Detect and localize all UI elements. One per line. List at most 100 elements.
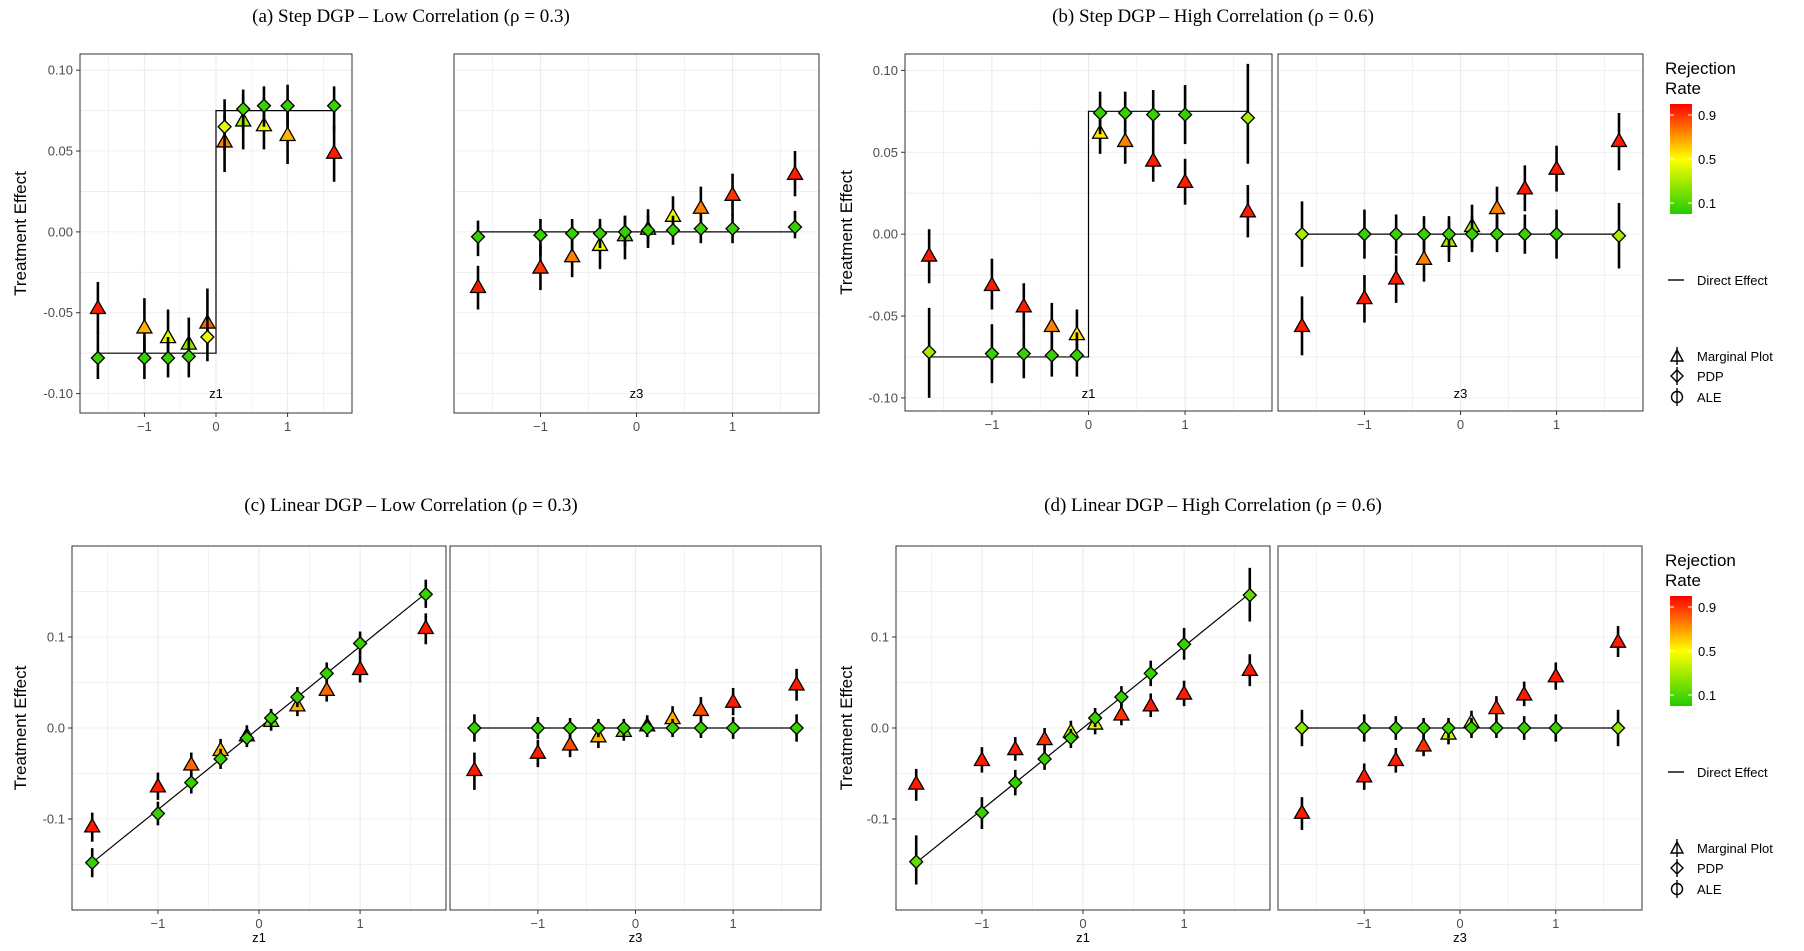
marginal-plot-point bbox=[1043, 317, 1061, 333]
legend-shape-label: ALE bbox=[1697, 390, 1722, 405]
y-tick-label: 0.0 bbox=[47, 721, 65, 736]
x-axis-label: z3 bbox=[1454, 386, 1468, 401]
pdp-point bbox=[1044, 347, 1060, 363]
chart-title: (c) Linear DGP – Low Correlation (ρ = 0.… bbox=[244, 495, 577, 516]
pdp-point bbox=[466, 720, 482, 736]
facet-z3: −1 0 1 z3 bbox=[1277, 53, 1644, 432]
marginal-plot-point bbox=[1414, 736, 1433, 752]
pdp-point bbox=[1548, 720, 1564, 736]
pdp-point bbox=[263, 710, 279, 726]
marginal-plot-point bbox=[786, 164, 804, 180]
y-tick-label: 0.00 bbox=[48, 224, 73, 239]
pdp-point bbox=[564, 226, 580, 241]
pdp-point bbox=[280, 98, 295, 114]
pdp-point bbox=[693, 720, 709, 736]
pdp-point bbox=[256, 98, 272, 114]
pdp-point bbox=[1464, 226, 1480, 242]
x-tick-label: 1 bbox=[284, 419, 291, 434]
pdp-point bbox=[90, 350, 106, 366]
x-tick-label: 1 bbox=[356, 916, 363, 931]
legend-0: Rejection Rate 0.9 0.5 0.1 Direct Effect Margi… bbox=[1665, 59, 1773, 406]
pdp-point bbox=[1092, 105, 1108, 121]
pdp-point bbox=[1294, 720, 1310, 736]
pdp-point bbox=[562, 720, 578, 736]
pdp-point bbox=[590, 720, 606, 736]
pdp-point bbox=[319, 665, 335, 681]
pdp-point bbox=[725, 720, 741, 736]
pdp-point bbox=[289, 689, 305, 705]
legend-triangle-icon bbox=[1669, 348, 1685, 362]
marginal-plot-point bbox=[1387, 269, 1405, 285]
legend-title-line: Rejection bbox=[1665, 551, 1736, 570]
x-tick-label: 0 bbox=[633, 419, 640, 434]
pdp-point bbox=[199, 329, 215, 345]
facet-z3: −1 0 1 z3 bbox=[453, 53, 820, 434]
chart-title: (a) Step DGP – Low Correlation (ρ = 0.3) bbox=[252, 6, 570, 27]
pdp-point bbox=[665, 222, 681, 238]
legend-triangle-icon bbox=[1669, 840, 1685, 854]
pdp-point bbox=[183, 775, 199, 791]
pdp-point bbox=[1441, 226, 1457, 242]
legend-circle-icon bbox=[1670, 390, 1684, 404]
x-axis-label: z1 bbox=[209, 386, 223, 401]
direct-effect-line bbox=[97, 109, 335, 354]
legend-title: Rejection Rate bbox=[1665, 59, 1736, 98]
marginal-plot-point bbox=[1293, 803, 1311, 819]
marginal-plot-point bbox=[469, 278, 487, 294]
y-tick-label: 0.05 bbox=[873, 145, 898, 160]
marginal-plot-point bbox=[920, 246, 938, 262]
legend-diamond-icon bbox=[1670, 369, 1684, 383]
legend-circle-icon bbox=[1670, 882, 1684, 896]
pdp-point bbox=[1489, 226, 1505, 242]
legend-title-line: Rejection bbox=[1665, 59, 1736, 78]
x-tick-label: −1 bbox=[985, 417, 1000, 432]
pdp-point bbox=[1517, 226, 1533, 242]
pdp-point bbox=[908, 854, 924, 870]
x-axis-label: z3 bbox=[1453, 930, 1467, 945]
marginal-plot-point bbox=[1415, 249, 1433, 265]
pdp-point bbox=[160, 350, 176, 366]
pdp-point bbox=[1176, 636, 1192, 652]
x-tick-label: 1 bbox=[1553, 417, 1560, 432]
pdp-point bbox=[326, 98, 342, 114]
x-tick-label: 0 bbox=[1085, 417, 1092, 432]
marginal-plot-point bbox=[1355, 289, 1374, 305]
facet-z1: −1 0 1 z1 -0.10 -0.05 0.00 0.05 0.10 bbox=[868, 53, 1273, 432]
pdp-point bbox=[352, 635, 368, 651]
pdp-point bbox=[1143, 665, 1159, 681]
x-tick-label: 0 bbox=[632, 916, 639, 931]
pdp-point bbox=[974, 805, 990, 821]
pdp-point bbox=[213, 751, 229, 767]
chart-2: (c) Linear DGP – Low Correlation (ρ = 0.… bbox=[11, 495, 822, 945]
facet-z1: −1 0 1 z1 -0.1 0.0 0.1 bbox=[867, 545, 1271, 945]
legend-title-line: Rate bbox=[1665, 79, 1701, 98]
legend-shape-label: PDP bbox=[1697, 369, 1724, 384]
pdp-point bbox=[1611, 228, 1627, 244]
marginal-plot-point bbox=[531, 258, 550, 274]
marginal-plot-point bbox=[1116, 131, 1134, 148]
y-tick-label: -0.1 bbox=[867, 812, 889, 827]
marginal-plot-point bbox=[149, 777, 167, 793]
pdp-point bbox=[1610, 720, 1626, 736]
marginal-plot-point bbox=[1488, 199, 1506, 215]
pdp-point bbox=[217, 119, 233, 135]
marginal-plot-point bbox=[83, 817, 101, 833]
marginal-plot-point bbox=[1516, 179, 1534, 195]
legend-1: Rejection Rate 0.9 0.5 0.1 Direct Effect Margi… bbox=[1665, 551, 1773, 898]
marginal-plot-point bbox=[1387, 751, 1405, 767]
legend-shape-label: Marginal Plot bbox=[1697, 349, 1773, 364]
chart-0: (a) Step DGP – Low Correlation (ρ = 0.3)… bbox=[11, 6, 820, 434]
pdp-point bbox=[1037, 751, 1053, 767]
x-tick-label: 0 bbox=[1457, 417, 1464, 432]
y-tick-label: -0.10 bbox=[43, 386, 73, 401]
marginal-plot-point bbox=[1610, 131, 1628, 148]
y-axis-label: Treatment Effect bbox=[11, 171, 30, 296]
pdp-point bbox=[1069, 347, 1085, 363]
y-tick-label: -0.05 bbox=[868, 309, 898, 324]
x-tick-label: 1 bbox=[1181, 417, 1188, 432]
y-tick-label: 0.05 bbox=[48, 144, 73, 159]
pdp-point bbox=[665, 720, 681, 736]
pdp-point bbox=[1516, 720, 1532, 736]
pdp-point bbox=[1063, 730, 1079, 746]
